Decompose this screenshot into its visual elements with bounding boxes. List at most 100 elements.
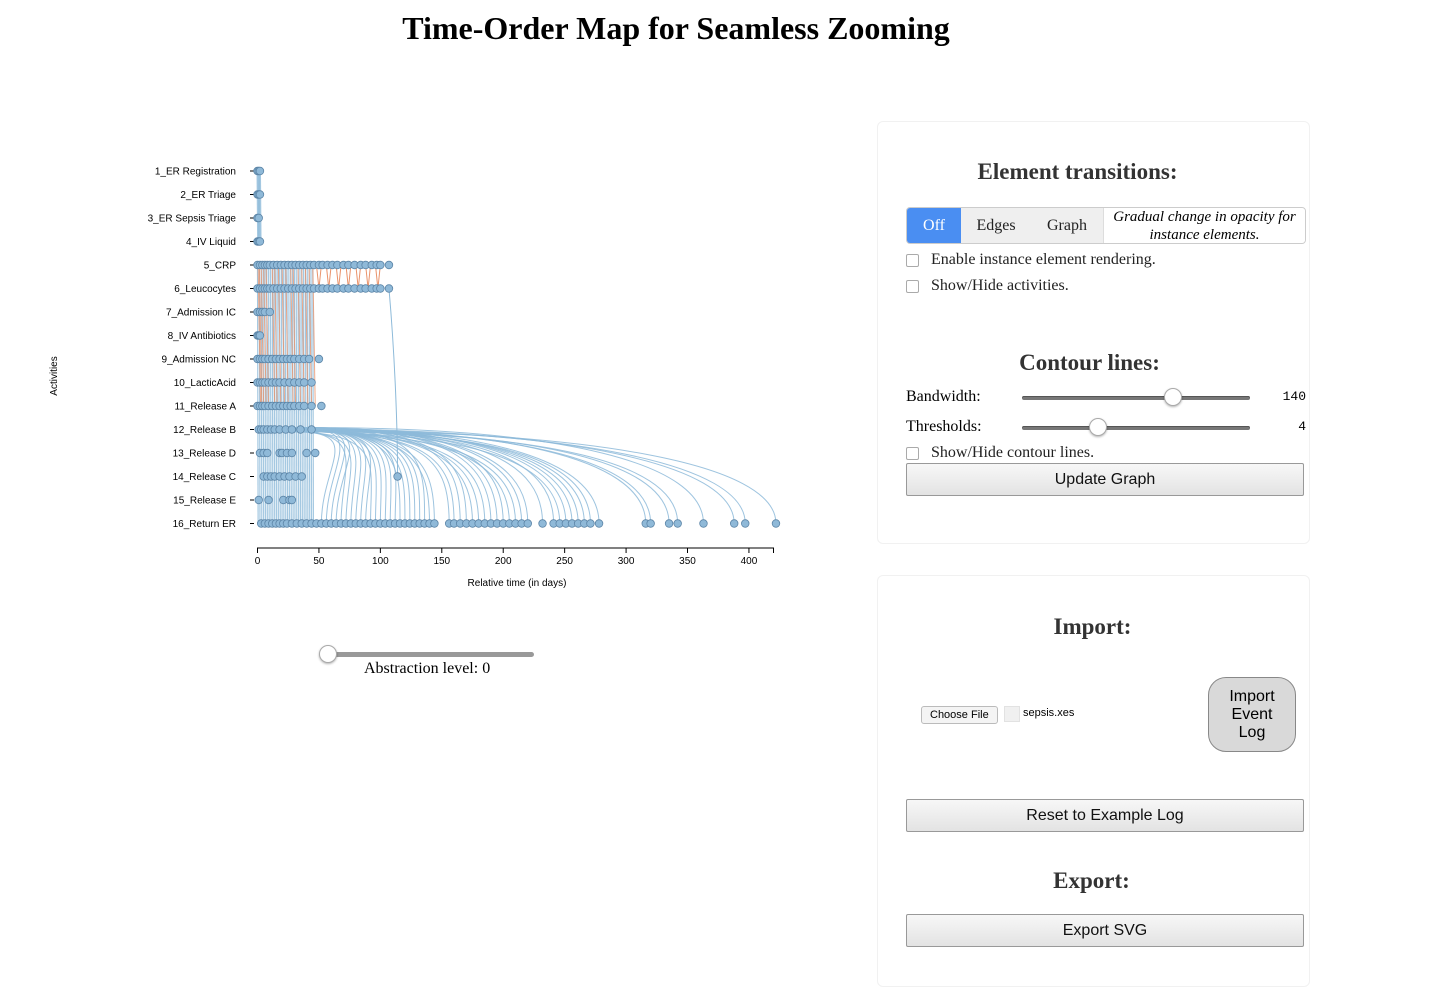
event-node: [594, 519, 604, 528]
transition-mode-selector[interactable]: Off Edges Graph Gradual change in opacit…: [906, 207, 1306, 244]
show-activities-checkbox[interactable]: [906, 279, 919, 293]
y-axis-title: Activities: [49, 356, 60, 395]
bandwidth-slider-track[interactable]: [1022, 396, 1250, 400]
event-node: [307, 378, 316, 387]
event-node: [699, 519, 708, 528]
reset-example-log-button[interactable]: Reset to Example Log: [906, 799, 1304, 832]
enable-instance-rendering-checkbox[interactable]: [906, 253, 919, 267]
import-export-panel: Import: Choose File sepsis.xes Import Ev…: [877, 575, 1310, 987]
event-node: [393, 472, 402, 481]
trace-edge: [256, 170, 260, 242]
export-svg-button[interactable]: Export SVG: [906, 914, 1304, 947]
event-node: [729, 519, 739, 528]
event-node: [299, 401, 309, 411]
x-tick-label: 50: [313, 556, 325, 567]
show-contour-label: Show/Hide contour lines.: [931, 444, 1095, 461]
trace-edge: [297, 264, 300, 524]
y-tick-label: 14_Release C: [173, 472, 236, 483]
event-node: [263, 448, 272, 458]
y-tick-label: 11_Release A: [174, 402, 236, 413]
y-tick-label: 6_Leucocytes: [174, 284, 236, 295]
y-tick-label: 16_Return ER: [173, 519, 236, 530]
trace-edge: [286, 264, 289, 524]
event-node: [771, 519, 781, 528]
abstraction-slider-track[interactable]: [328, 652, 534, 657]
event-node: [314, 354, 324, 364]
trace-edge: [293, 264, 296, 524]
event-node: [265, 307, 274, 317]
bandwidth-value: 140: [1282, 389, 1306, 404]
event-node: [255, 237, 265, 246]
import-button-line-3: Log: [1238, 723, 1266, 741]
x-tick-label: 300: [618, 556, 635, 567]
event-node: [384, 260, 394, 270]
y-tick-label: 12_Release B: [173, 425, 236, 436]
update-graph-button[interactable]: Update Graph: [906, 463, 1304, 496]
trace-edge: [306, 431, 591, 524]
trace-edge: [308, 264, 311, 524]
event-node: [296, 425, 305, 434]
y-tick-label: 4_IV Liquid: [186, 237, 236, 248]
y-tick-label: 1_ER Registration: [155, 167, 236, 178]
import-heading: Import:: [1053, 614, 1132, 639]
choose-file-button[interactable]: Choose File: [921, 706, 998, 724]
trace-edge: [284, 264, 287, 524]
y-axis: 1_ER Registration 2_ER Triage 3_ER Sepsis …: [148, 167, 254, 530]
thresholds-value: 4: [1298, 419, 1306, 434]
trace-edge: [277, 264, 279, 524]
bandwidth-label: Bandwidth:: [906, 388, 981, 405]
page-title: Time-Order Map for Seamless Zooming: [402, 10, 950, 46]
enable-instance-rendering-row[interactable]: Enable instance element rendering.: [906, 251, 1156, 269]
transition-graph-option[interactable]: Graph: [1047, 216, 1087, 234]
event-node: [741, 519, 750, 528]
event-node: [297, 472, 306, 481]
thresholds-slider-track[interactable]: [1022, 426, 1250, 430]
time-order-chart[interactable]: 1_ER Registration 2_ER Triage 3_ER Sepsis …: [40, 150, 800, 600]
thresholds-slider-thumb[interactable]: [1089, 418, 1108, 436]
trace-edge: [282, 431, 372, 524]
x-axis-line: [257, 547, 775, 553]
trace-edge: [275, 264, 278, 524]
event-node: [287, 448, 297, 458]
event-node: [304, 354, 314, 364]
show-contour-checkbox[interactable]: [906, 446, 919, 460]
enable-instance-rendering-label: Enable instance element rendering.: [931, 251, 1156, 268]
transition-edges-option[interactable]: Edges: [976, 216, 1016, 234]
event-node: [255, 166, 265, 176]
event-node: [255, 331, 265, 340]
trace-edge: [295, 264, 298, 524]
trace-edge: [306, 427, 704, 524]
x-tick-label: 150: [433, 556, 450, 567]
show-contour-row[interactable]: Show/Hide contour lines.: [906, 444, 1094, 462]
trace-edge: [312, 264, 315, 524]
event-node: [307, 425, 316, 434]
event-node: [376, 260, 385, 270]
trace-edge: [301, 431, 679, 524]
import-event-log-button[interactable]: Import Event Log: [1208, 677, 1296, 752]
element-transitions-heading: Element transitions:: [977, 159, 1178, 184]
abstraction-level-label: Abstraction level: 0: [364, 660, 491, 677]
chart-edges: [256, 170, 777, 524]
show-activities-row[interactable]: Show/Hide activities.: [906, 277, 1069, 295]
contour-lines-heading: Contour lines:: [1019, 350, 1160, 375]
x-tick-label: 0: [255, 556, 261, 567]
show-activities-label: Show/Hide activities.: [931, 277, 1069, 294]
trace-edge: [280, 264, 283, 524]
trace-edge: [282, 431, 561, 524]
trace-edge: [282, 264, 285, 524]
event-node: [664, 519, 674, 528]
event-node: [384, 284, 394, 293]
transition-off-option[interactable]: Off: [907, 208, 961, 243]
bandwidth-slider-thumb[interactable]: [1164, 388, 1183, 406]
trace-edge: [279, 264, 281, 524]
abstraction-slider-thumb[interactable]: [319, 645, 337, 663]
x-axis-title: Relative time (in days): [468, 578, 567, 589]
x-axis: 0 50 100 150 200 250 300 350 400: [255, 547, 775, 567]
trace-edge: [304, 264, 307, 524]
thresholds-label: Thresholds:: [906, 418, 982, 435]
y-tick-label: 9_Admission NC: [162, 355, 236, 366]
thresholds-row: Thresholds: 4: [906, 418, 1306, 438]
trace-edge: [271, 264, 274, 524]
bandwidth-row: Bandwidth: 140: [906, 388, 1306, 408]
x-tick-label: 350: [679, 556, 696, 567]
